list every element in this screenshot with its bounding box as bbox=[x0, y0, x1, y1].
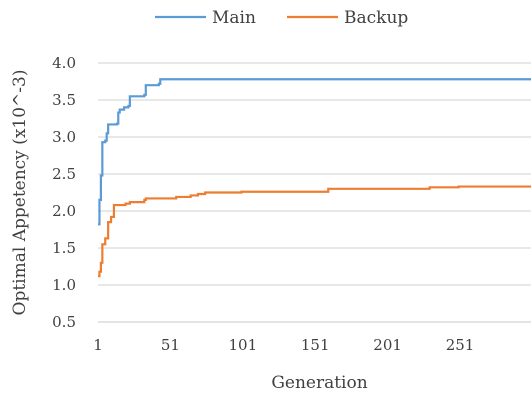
y-tick-labels: 0.5 1.0 1.5 2.0 2.5 3.0 3.5 4.0 bbox=[52, 54, 76, 331]
series-lines bbox=[98, 78, 531, 278]
y-tick-label: 3.5 bbox=[52, 91, 76, 109]
x-tick-label: 251 bbox=[446, 336, 475, 354]
legend: Main Backup bbox=[155, 8, 408, 28]
series-line-main bbox=[98, 78, 531, 226]
x-axis-title: Generation bbox=[271, 373, 367, 393]
x-tick-label: 1 bbox=[93, 336, 103, 354]
x-tick-label: 51 bbox=[161, 336, 180, 354]
legend-label-backup: Backup bbox=[344, 8, 408, 28]
series-line-backup bbox=[98, 185, 531, 278]
y-axis-title: Optimal Appetency (x10^-3) bbox=[10, 70, 30, 316]
y-tick-label: 2.0 bbox=[52, 202, 76, 220]
y-tick-label: 1.0 bbox=[52, 276, 76, 294]
gridlines bbox=[98, 62, 531, 323]
y-tick-label: 3.0 bbox=[52, 128, 76, 146]
y-tick-label: 2.5 bbox=[52, 165, 76, 183]
legend-label-main: Main bbox=[212, 8, 256, 28]
x-tick-label: 101 bbox=[228, 336, 257, 354]
x-tick-labels: 1 51 101 151 201 251 bbox=[93, 336, 474, 354]
x-tick-label: 201 bbox=[373, 336, 402, 354]
y-tick-label: 1.5 bbox=[52, 239, 76, 257]
x-tick-label: 151 bbox=[301, 336, 330, 354]
y-tick-label: 0.5 bbox=[52, 313, 76, 331]
y-tick-label: 4.0 bbox=[52, 54, 76, 72]
